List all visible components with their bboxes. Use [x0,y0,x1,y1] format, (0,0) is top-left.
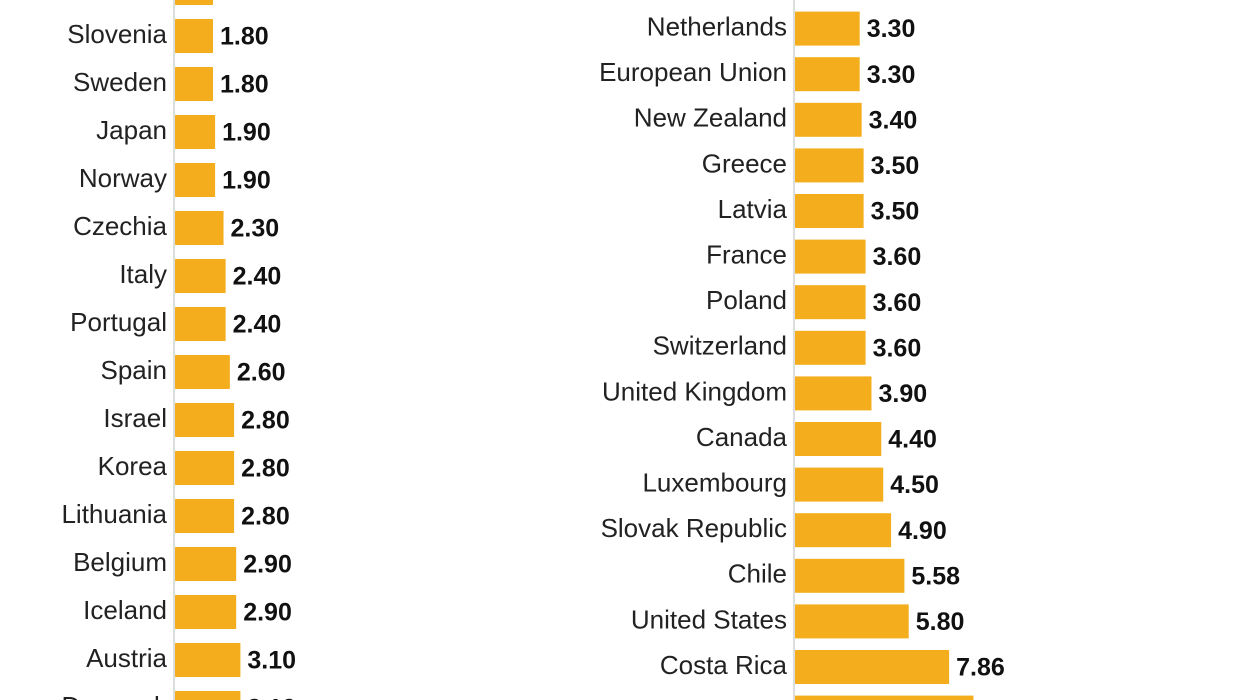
category-label: Spain [101,355,168,385]
value-label: 3.10 [247,695,296,700]
value-label: 1.80 [220,23,269,51]
bar [175,355,230,389]
bar [175,307,226,341]
value-label: 2.80 [241,455,290,483]
category-label: Greece [702,148,787,178]
value-label: 3.30 [867,15,916,43]
value-label: 2.90 [243,551,292,579]
value-label: 2.90 [243,599,292,627]
bar [795,57,860,92]
category-label: Iceland [83,595,167,625]
category-label: Japan [96,115,167,145]
bar [175,115,216,149]
value-label: 3.40 [869,106,918,134]
bar [795,330,866,365]
bar [795,148,864,183]
value-label: 3.60 [873,289,922,317]
category-label: Switzerland [653,331,787,361]
category-label: Slovak Republic [601,513,787,543]
value-label: 3.90 [878,380,927,408]
category-label: Sweden [73,67,167,97]
value-label: 3.60 [873,334,922,362]
category-label: Italy [119,259,167,289]
category-label: Chile [728,559,787,589]
bar [795,513,892,548]
category-label: United Kingdom [602,376,787,406]
bar [795,11,860,46]
value-label: 1.90 [222,119,271,147]
bar [795,285,866,320]
bar [795,422,882,456]
value-label: 4.50 [890,471,939,499]
value-label: 3.50 [871,152,920,180]
category-label: European Union [599,57,787,87]
category-label: Luxembourg [642,467,787,497]
value-label: 1.90 [222,167,271,195]
value-label: 4.90 [898,517,947,545]
bar [175,403,235,437]
bar [795,194,864,228]
bar [175,0,213,5]
value-label: 2.40 [233,311,282,339]
bar [175,595,237,629]
category-label: France [706,239,787,269]
bar [175,499,235,533]
bar [795,604,909,639]
category-label: Belgium [73,547,167,577]
category-label: Latvia [718,194,788,224]
bar [175,211,224,245]
category-label: Norway [79,163,167,193]
category-label: New Zealand [634,103,787,133]
bar [795,650,950,684]
category-label: Portugal [70,307,167,337]
bar [795,558,905,593]
value-label: 3.50 [871,198,920,226]
bar [175,163,216,197]
value-label: 1.80 [220,71,269,99]
category-label: Korea [98,451,168,481]
bar [175,547,237,581]
bar [175,691,241,700]
bar [795,467,884,502]
value-label: 5.80 [916,608,965,636]
value-label: 7.86 [956,654,1005,682]
bar [175,67,213,101]
value-label: 3.10 [247,647,296,675]
category-label: Czechia [73,211,167,241]
category-label: Austria [86,643,167,673]
category-label: Netherlands [647,11,787,41]
value-label: 2.40 [233,263,282,291]
category-label: Denmark [62,691,168,700]
bar [795,376,872,411]
bar [175,451,235,485]
category-label: Canada [696,422,788,452]
category-label: Costa Rica [660,650,788,680]
category-label: United States [631,604,787,634]
category-label: Lithuania [61,499,167,529]
category-label: Slovenia [67,19,167,49]
category-label: Poland [706,285,787,315]
bar [175,19,213,53]
value-label: 2.60 [237,359,286,387]
value-label: 3.60 [873,243,922,271]
value-label: 2.80 [241,407,290,435]
bar [795,102,862,137]
value-label: 4.40 [888,426,937,454]
value-label: 5.58 [911,562,960,590]
value-label: 3.30 [867,61,916,89]
value-label: 2.30 [231,215,280,243]
bar [795,695,974,700]
category-label: Israel [103,403,167,433]
value-label: 2.80 [241,503,290,531]
bar [795,239,866,274]
bar [175,259,226,293]
bar [175,643,241,677]
